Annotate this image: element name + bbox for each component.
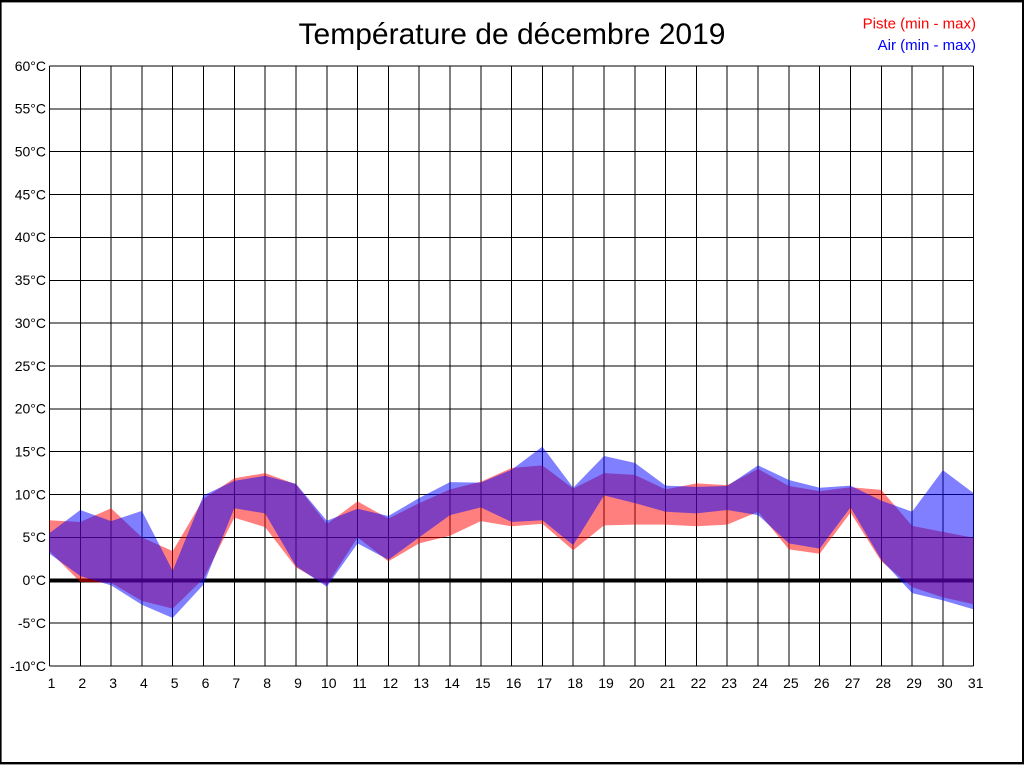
svg-text:17: 17 xyxy=(537,675,553,691)
svg-text:45°C: 45°C xyxy=(15,186,46,202)
svg-text:-10°C: -10°C xyxy=(10,658,46,674)
svg-text:15°C: 15°C xyxy=(15,444,46,460)
svg-text:8: 8 xyxy=(263,675,271,691)
svg-text:Température de décembre 2019: Température de décembre 2019 xyxy=(299,18,726,51)
svg-text:3: 3 xyxy=(109,675,117,691)
svg-text:19: 19 xyxy=(598,675,614,691)
svg-text:31: 31 xyxy=(968,675,984,691)
svg-text:35°C: 35°C xyxy=(15,272,46,288)
svg-text:27: 27 xyxy=(845,675,861,691)
svg-text:28: 28 xyxy=(876,675,892,691)
svg-text:0°C: 0°C xyxy=(23,572,47,588)
svg-text:55°C: 55°C xyxy=(15,101,46,117)
svg-text:-5°C: -5°C xyxy=(18,615,46,631)
svg-text:22: 22 xyxy=(691,675,707,691)
svg-text:7: 7 xyxy=(232,675,240,691)
svg-text:30°C: 30°C xyxy=(15,315,46,331)
svg-text:5: 5 xyxy=(171,675,179,691)
svg-text:10: 10 xyxy=(321,675,337,691)
svg-text:2: 2 xyxy=(78,675,86,691)
svg-text:60°C: 60°C xyxy=(15,58,46,74)
svg-text:4: 4 xyxy=(140,675,148,691)
svg-text:40°C: 40°C xyxy=(15,229,46,245)
svg-text:Air (min - max): Air (min - max) xyxy=(878,37,976,54)
svg-text:20°C: 20°C xyxy=(15,401,46,417)
svg-text:24: 24 xyxy=(752,675,768,691)
svg-text:18: 18 xyxy=(567,675,583,691)
svg-text:6: 6 xyxy=(202,675,210,691)
svg-text:30: 30 xyxy=(937,675,953,691)
svg-text:23: 23 xyxy=(721,675,737,691)
svg-text:Piste (min - max): Piste (min - max) xyxy=(863,16,976,33)
svg-text:13: 13 xyxy=(413,675,429,691)
svg-text:9: 9 xyxy=(294,675,302,691)
svg-text:21: 21 xyxy=(660,675,676,691)
svg-text:15: 15 xyxy=(475,675,491,691)
svg-text:1: 1 xyxy=(48,675,56,691)
svg-text:11: 11 xyxy=(352,675,367,691)
svg-text:25: 25 xyxy=(783,675,799,691)
svg-text:12: 12 xyxy=(383,675,399,691)
svg-text:25°C: 25°C xyxy=(15,358,46,374)
svg-text:29: 29 xyxy=(906,675,922,691)
svg-text:10°C: 10°C xyxy=(15,486,46,502)
svg-text:20: 20 xyxy=(629,675,645,691)
svg-text:50°C: 50°C xyxy=(15,144,46,160)
svg-text:5°C: 5°C xyxy=(23,529,47,545)
svg-text:16: 16 xyxy=(506,675,522,691)
svg-text:26: 26 xyxy=(814,675,830,691)
svg-text:14: 14 xyxy=(444,675,460,691)
